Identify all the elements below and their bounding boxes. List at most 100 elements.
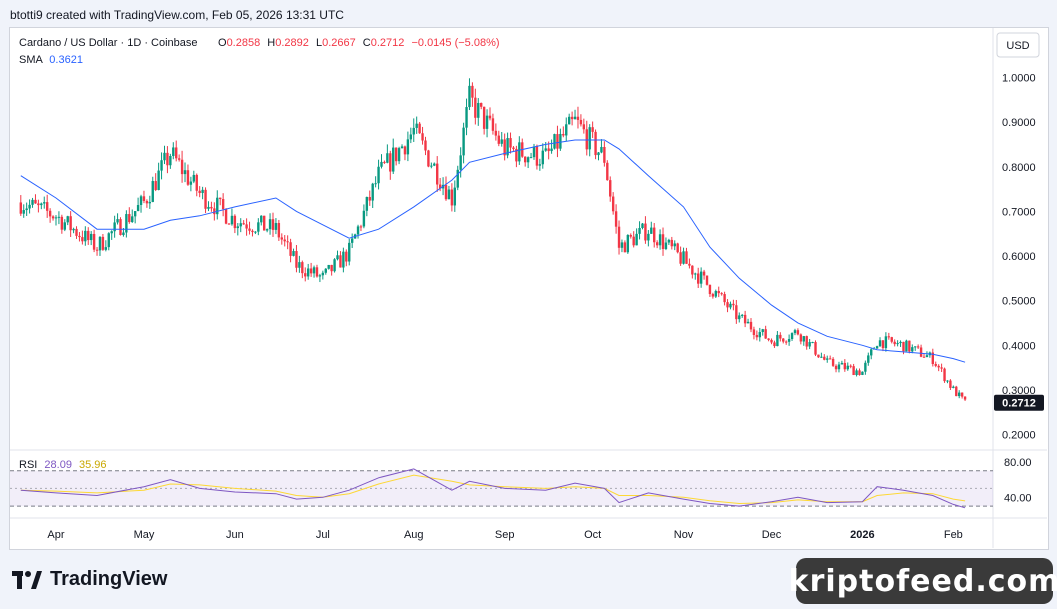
candle-body [216,197,219,215]
currency-button[interactable] [996,32,1040,58]
candle-body [348,242,351,262]
currency-label: USD [1006,40,1029,52]
candle-body [702,271,706,276]
candle-body [902,341,905,352]
candle-body [142,196,146,201]
candle-body [500,139,503,144]
candle-body [101,236,105,250]
candle-body [362,210,366,227]
candle-body [805,336,808,347]
sma-line [20,139,966,363]
candle-body [611,196,615,212]
candle-body [670,239,674,247]
candle-body [694,273,697,275]
candle-body [946,380,949,382]
candle-body [436,163,439,185]
candle-body [858,370,861,375]
candle-body [318,275,322,277]
candle-body [95,249,99,251]
candle-body [679,252,682,264]
candle-body [92,233,96,250]
candle-body [418,123,421,134]
candle-body [861,371,864,375]
candle-body [626,234,630,253]
candle-body [166,152,169,166]
chart-frame [9,27,1049,550]
candle-body [908,340,911,352]
candle-body [647,233,650,241]
candle-body [292,251,295,256]
candle-body [233,215,237,229]
candle-body [145,200,149,204]
candle-body [148,201,152,204]
candle-body [207,206,210,209]
candle-body [837,364,841,370]
candle-body [512,147,515,149]
candle-body [925,355,929,358]
candle-body [48,210,52,217]
candle-body [532,146,536,158]
candle-body [333,259,336,272]
candle-body [767,338,770,340]
created-by-line: btotti9 created with TradingView.com, Fe… [10,8,344,22]
candle-body [916,346,920,348]
candle-body [183,170,187,175]
candle-body [57,216,61,218]
candle-body [104,247,108,250]
candle-body [312,267,316,274]
candle-body [172,147,175,156]
candle-body [198,190,201,194]
time-tick-label: Sep [495,529,515,541]
candle-body [169,155,172,166]
tradingview-brand[interactable]: TradingView [12,568,167,591]
candle-body [177,158,181,160]
candle-body [606,162,609,181]
candle-body [131,216,134,223]
candle-body [210,206,213,209]
candle-body [963,396,967,400]
candle-body [286,241,289,243]
candle-body [201,189,204,194]
candle-body [204,189,207,209]
candle-body [485,115,489,129]
candle-body [122,232,125,236]
candle-body [236,226,240,229]
candle-body [752,329,756,335]
candle-body [779,334,782,339]
candle-body [831,358,835,366]
candle-body [600,146,603,153]
time-tick-label: Oct [584,529,601,541]
candle-body [881,340,885,349]
candle-body [544,148,547,151]
candle-body [940,367,943,369]
candle-body [723,294,726,303]
candle-body [350,238,354,243]
candle-body [934,364,937,366]
candle-body [553,134,556,149]
candle-body [688,263,691,266]
candle-body [397,148,401,162]
candle-body [770,339,773,343]
candle-body [846,365,849,370]
candle-body [359,226,363,228]
rsi-tick-label: 40.00 [1004,492,1032,504]
candle-body [488,115,492,119]
rsi-legend: RSI 28.09 35.96 [19,459,107,471]
candle-body [230,215,234,225]
candle-body [949,380,952,388]
watermark-badge: kriptofeed.com [789,558,1057,604]
candle-body [22,210,25,214]
candle-body [69,216,72,231]
candle-body [787,338,791,342]
candle-body [98,236,102,251]
candle-body [389,153,392,172]
candle-body [538,164,542,166]
candle-body [315,267,319,277]
candle-body [356,226,360,235]
candle-body [424,140,427,151]
candle-body [699,271,703,284]
candle-body [342,251,345,268]
candle-body [808,342,811,347]
candle-body [603,146,606,163]
